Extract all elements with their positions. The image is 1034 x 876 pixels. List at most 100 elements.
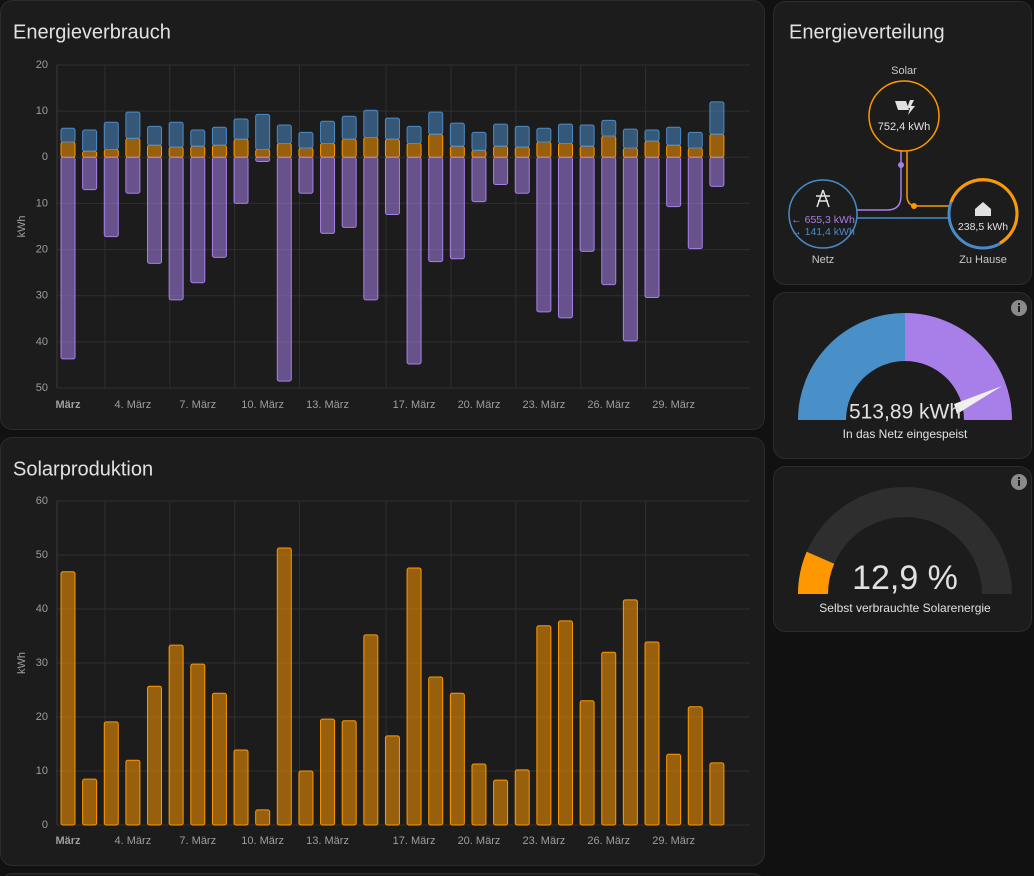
bar: [233, 138, 249, 158]
chart-title: Energieverbrauch: [13, 21, 171, 43]
y-tick-label: 20: [36, 59, 48, 71]
flow-dot: [898, 162, 904, 168]
bar: [147, 125, 163, 146]
bar: [298, 770, 314, 826]
bar: [298, 131, 314, 149]
bar: [298, 147, 314, 158]
y-tick-label: 40: [36, 336, 48, 348]
y-tick-label: 0: [42, 819, 48, 831]
solar-value: 752,4 kWh: [878, 121, 931, 133]
bar: [255, 113, 271, 150]
y-axis-label: kWh: [16, 216, 28, 238]
bar: [406, 567, 422, 826]
bar: [190, 145, 206, 158]
bar: [622, 599, 638, 826]
bar: [82, 150, 98, 158]
x-tick-label: 17. März: [393, 835, 436, 847]
x-tick-label: 7. März: [179, 399, 216, 411]
next-card: [4, 873, 761, 876]
chart-title: Solarproduktion: [13, 458, 153, 480]
y-tick-label: 40: [36, 603, 48, 615]
bar: [471, 156, 487, 203]
bar: [428, 133, 444, 158]
bar: [363, 136, 379, 158]
bar: [536, 625, 552, 826]
bar: [493, 123, 509, 147]
bar: [363, 156, 379, 301]
bar: [147, 685, 163, 826]
y-tick-label: 60: [36, 495, 48, 507]
bar: [644, 129, 660, 142]
home-value: 238,5 kWh: [958, 221, 1008, 233]
home-icon: [975, 202, 991, 216]
x-tick-label: 20. März: [458, 835, 501, 847]
x-tick-label: 17. März: [393, 399, 436, 411]
solar-label: Solar: [891, 65, 917, 77]
bar: [168, 146, 184, 158]
bar: [341, 138, 357, 158]
bar: [622, 156, 638, 342]
bar: [211, 692, 227, 826]
bar: [666, 156, 682, 208]
bar: [687, 147, 703, 158]
x-tick-label: 29. März: [652, 835, 695, 847]
energy-usage-card: [0, 0, 765, 430]
x-tick-label: 26. März: [587, 835, 630, 847]
bar: [666, 753, 682, 826]
bar: [557, 156, 573, 319]
bar: [709, 101, 725, 135]
y-tick-label: 50: [36, 382, 48, 394]
bar: [103, 721, 119, 826]
bar: [471, 763, 487, 826]
bar: [276, 124, 292, 144]
gauge-value: 513,89 kWh: [849, 401, 961, 424]
bar: [320, 142, 336, 158]
bar: [449, 145, 465, 158]
y-tick-label: 50: [36, 549, 48, 561]
x-tick-label: 10. März: [241, 835, 284, 847]
bar: [644, 156, 660, 299]
bar: [428, 111, 444, 135]
bar: [514, 125, 530, 148]
bar: [168, 644, 184, 826]
gauge-label: Selbst verbrauchte Solarenergie: [819, 601, 991, 615]
grid-icon: [816, 189, 830, 208]
bar: [82, 129, 98, 152]
bar: [363, 634, 379, 826]
bar: [687, 706, 703, 826]
gauge-value: 12,9 %: [852, 559, 958, 597]
bar: [168, 121, 184, 148]
bar: [125, 111, 141, 139]
bar: [687, 156, 703, 250]
y-tick-label: 10: [36, 765, 48, 777]
x-tick-label: März: [55, 399, 81, 411]
home-ring-solar: [949, 178, 1019, 245]
bar: [82, 156, 98, 191]
bar: [384, 117, 400, 140]
bar: [341, 156, 357, 228]
y-tick-label: 20: [36, 711, 48, 723]
bar: [579, 700, 595, 826]
bar: [514, 156, 530, 194]
bar: [103, 121, 119, 150]
grid-label: Netz: [812, 254, 835, 266]
bar: [255, 156, 271, 162]
x-tick-label: 13. März: [306, 835, 349, 847]
bar: [666, 144, 682, 158]
bar: [406, 142, 422, 158]
bar: [601, 119, 617, 137]
bar: [276, 547, 292, 826]
bar: [147, 156, 163, 264]
bar: [125, 137, 141, 158]
bar: [60, 571, 76, 826]
grid-export: → 141,4 kWh: [791, 226, 855, 238]
y-tick-label: 10: [36, 105, 48, 117]
bar: [168, 156, 184, 301]
y-axis-label: kWh: [16, 652, 28, 674]
bar: [579, 156, 595, 252]
bar: [255, 809, 271, 826]
bar: [341, 115, 357, 140]
info-icon-stem: [1018, 306, 1020, 312]
bar: [622, 147, 638, 158]
